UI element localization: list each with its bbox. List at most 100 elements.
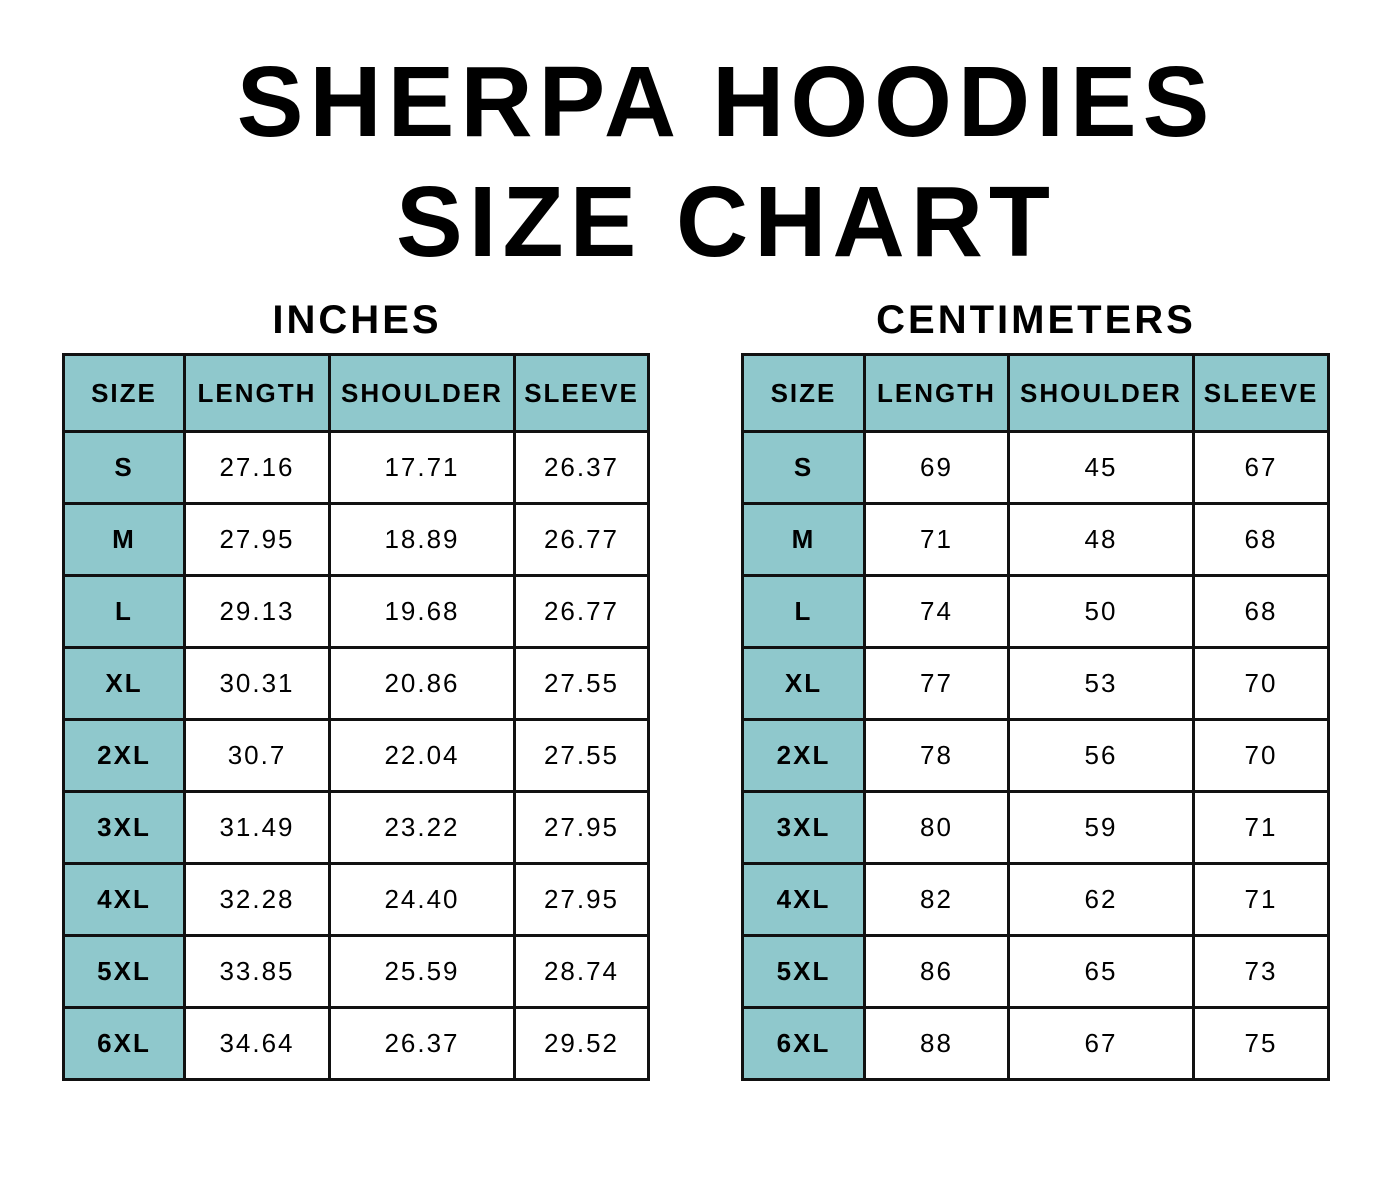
cell-length: 88 [863, 1006, 1010, 1081]
cell-sleeve: 27.95 [513, 790, 650, 865]
cell-size: 4XL [62, 862, 186, 937]
cell-length: 29.13 [183, 574, 331, 649]
cell-shoulder: 50 [1007, 574, 1195, 649]
cell-shoulder: 56 [1007, 718, 1195, 793]
table-row: 5XL 33.85 25.59 28.74 [62, 934, 650, 1009]
table-row: 2XL 78 56 70 [741, 718, 1330, 793]
cell-sleeve: 68 [1192, 574, 1330, 649]
column-header-shoulder: SHOULDER [1007, 353, 1195, 433]
cell-sleeve: 26.77 [513, 502, 650, 577]
table-row: S 27.16 17.71 26.37 [62, 430, 650, 505]
column-header-size: SIZE [62, 353, 186, 433]
cell-length: 82 [863, 862, 1010, 937]
cell-length: 30.7 [183, 718, 331, 793]
cell-length: 33.85 [183, 934, 331, 1009]
cell-shoulder: 22.04 [328, 718, 516, 793]
cell-size: 2XL [741, 718, 866, 793]
cell-sleeve: 27.95 [513, 862, 650, 937]
cell-size: M [741, 502, 866, 577]
cell-sleeve: 27.55 [513, 718, 650, 793]
inches-table: SIZE LENGTH SHOULDER SLEEVE S 27.16 17.71 26.3… [62, 353, 650, 1081]
cell-shoulder: 17.71 [328, 430, 516, 505]
cell-length: 71 [863, 502, 1010, 577]
cell-shoulder: 19.68 [328, 574, 516, 649]
cell-size: 6XL [741, 1006, 866, 1081]
table-row: M 71 48 68 [741, 502, 1330, 577]
cell-size: 5XL [62, 934, 186, 1009]
table-row: 3XL 80 59 71 [741, 790, 1330, 865]
cell-sleeve: 73 [1192, 934, 1330, 1009]
cell-length: 31.49 [183, 790, 331, 865]
cell-size: 5XL [741, 934, 866, 1009]
cell-shoulder: 45 [1007, 430, 1195, 505]
cell-size: S [741, 430, 866, 505]
cell-shoulder: 24.40 [328, 862, 516, 937]
cell-size: 3XL [62, 790, 186, 865]
cell-sleeve: 71 [1192, 862, 1330, 937]
cell-length: 27.95 [183, 502, 331, 577]
centimeters-table: SIZE LENGTH SHOULDER SLEEVE S 69 45 67 M 71 48 68 L… [741, 353, 1330, 1081]
cell-length: 27.16 [183, 430, 331, 505]
centimeters-label: CENTIMETERS [876, 298, 1196, 342]
table-row: 4XL 82 62 71 [741, 862, 1330, 937]
cell-sleeve: 75 [1192, 1006, 1330, 1081]
cell-sleeve: 26.37 [513, 430, 650, 505]
cell-shoulder: 18.89 [328, 502, 516, 577]
cell-size: L [62, 574, 186, 649]
cell-length: 86 [863, 934, 1010, 1009]
table-row: 5XL 86 65 73 [741, 934, 1330, 1009]
cell-sleeve: 71 [1192, 790, 1330, 865]
column-header-length: LENGTH [183, 353, 331, 433]
inches-label: INCHES [272, 298, 442, 342]
table-row: XL 77 53 70 [741, 646, 1330, 721]
cell-shoulder: 25.59 [328, 934, 516, 1009]
cell-shoulder: 23.22 [328, 790, 516, 865]
cell-shoulder: 62 [1007, 862, 1195, 937]
table-row: 6XL 88 67 75 [741, 1006, 1330, 1081]
cell-sleeve: 67 [1192, 430, 1330, 505]
cell-shoulder: 20.86 [328, 646, 516, 721]
table-row: 6XL 34.64 26.37 29.52 [62, 1006, 650, 1081]
cell-sleeve: 27.55 [513, 646, 650, 721]
header-row: SIZE LENGTH SHOULDER SLEEVE [741, 353, 1330, 433]
cell-sleeve: 28.74 [513, 934, 650, 1009]
cell-length: 69 [863, 430, 1010, 505]
cell-shoulder: 26.37 [328, 1006, 516, 1081]
cell-size: XL [741, 646, 866, 721]
cell-length: 77 [863, 646, 1010, 721]
cell-shoulder: 59 [1007, 790, 1195, 865]
table-row: L 29.13 19.68 26.77 [62, 574, 650, 649]
cell-length: 78 [863, 718, 1010, 793]
cell-shoulder: 53 [1007, 646, 1195, 721]
cell-length: 34.64 [183, 1006, 331, 1081]
table-row: L 74 50 68 [741, 574, 1330, 649]
cell-size: 3XL [741, 790, 866, 865]
table-row: 2XL 30.7 22.04 27.55 [62, 718, 650, 793]
column-header-size: SIZE [741, 353, 866, 433]
cell-sleeve: 29.52 [513, 1006, 650, 1081]
title-line-2: SIZE CHART [396, 166, 1056, 278]
cell-length: 74 [863, 574, 1010, 649]
column-header-shoulder: SHOULDER [328, 353, 516, 433]
cell-size: 2XL [62, 718, 186, 793]
column-header-length: LENGTH [863, 353, 1010, 433]
table-row: M 27.95 18.89 26.77 [62, 502, 650, 577]
cell-sleeve: 70 [1192, 646, 1330, 721]
cell-length: 32.28 [183, 862, 331, 937]
table-row: XL 30.31 20.86 27.55 [62, 646, 650, 721]
cell-size: L [741, 574, 866, 649]
cell-sleeve: 68 [1192, 502, 1330, 577]
cell-shoulder: 67 [1007, 1006, 1195, 1081]
header-row: SIZE LENGTH SHOULDER SLEEVE [62, 353, 650, 433]
cell-size: 6XL [62, 1006, 186, 1081]
title-line-1: SHERPA HOODIES [236, 46, 1216, 158]
cell-size: XL [62, 646, 186, 721]
cell-sleeve: 26.77 [513, 574, 650, 649]
table-row: 3XL 31.49 23.22 27.95 [62, 790, 650, 865]
cell-length: 80 [863, 790, 1010, 865]
cell-size: 4XL [741, 862, 866, 937]
table-row: 4XL 32.28 24.40 27.95 [62, 862, 650, 937]
cell-sleeve: 70 [1192, 718, 1330, 793]
column-header-sleeve: SLEEVE [1192, 353, 1330, 433]
table-row: S 69 45 67 [741, 430, 1330, 505]
